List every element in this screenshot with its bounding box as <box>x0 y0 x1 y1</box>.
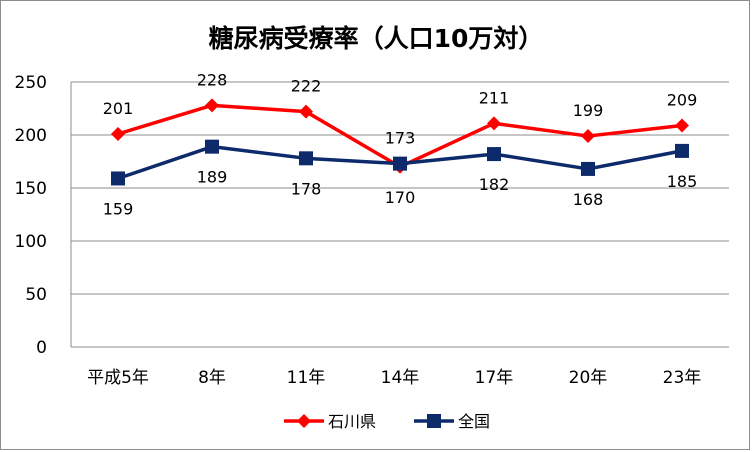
x-tick-label: 8年 <box>198 368 226 388</box>
chart-title: 糖尿病受療率（人口10万対） <box>209 24 544 53</box>
data-label: 182 <box>479 175 510 194</box>
x-tick-label: 23年 <box>663 368 702 388</box>
data-label: 168 <box>573 190 604 209</box>
y-tick-label: 100 <box>15 232 47 252</box>
data-label: 209 <box>667 90 698 109</box>
legend-marker <box>297 414 311 428</box>
legend: 石川県 全国 <box>284 412 490 431</box>
data-point <box>299 104 313 119</box>
data-label: 159 <box>103 199 134 218</box>
series-group <box>111 98 689 186</box>
x-tick-label: 20年 <box>569 368 608 388</box>
data-point <box>487 147 501 162</box>
data-label: 189 <box>197 168 228 187</box>
x-tick-label: 14年 <box>381 368 420 388</box>
y-axis-ticks: 0 50 100 150 200 250 <box>15 73 47 358</box>
data-point <box>205 139 219 154</box>
data-point <box>393 156 407 171</box>
data-point <box>675 143 689 158</box>
data-label: 170 <box>385 188 416 207</box>
data-point <box>675 118 689 133</box>
data-label: 211 <box>479 88 510 107</box>
data-point <box>111 126 125 141</box>
x-tick-label: 11年 <box>287 368 326 388</box>
data-labels: 201 228 222 170 211 199 209 159 189 178 173 182 168 1… <box>103 70 698 218</box>
y-tick-label: 50 <box>25 285 47 305</box>
y-tick-label: 200 <box>15 126 47 146</box>
legend-label: 全国 <box>458 412 490 431</box>
data-point <box>205 98 219 113</box>
y-tick-label: 150 <box>15 179 47 199</box>
x-tick-label: 17年 <box>475 368 514 388</box>
gridlines <box>70 81 729 348</box>
data-label: 185 <box>667 172 698 191</box>
x-tick-label: 平成5年 <box>87 368 149 388</box>
y-tick-label: 250 <box>15 73 47 93</box>
data-point <box>111 171 125 186</box>
data-point <box>299 151 313 166</box>
data-label: 222 <box>291 77 322 96</box>
legend-label: 石川県 <box>328 412 376 431</box>
y-tick-label: 0 <box>36 338 47 358</box>
data-point <box>581 161 595 176</box>
legend-marker <box>427 414 441 428</box>
x-axis-ticks: 平成5年 8年 11年 14年 17年 20年 23年 <box>87 368 701 388</box>
data-label: 178 <box>291 179 322 198</box>
data-label: 201 <box>103 99 134 118</box>
data-point <box>581 129 595 144</box>
data-point <box>487 116 501 131</box>
data-label: 199 <box>573 101 604 120</box>
data-label: 173 <box>385 129 416 148</box>
data-label: 228 <box>197 70 228 89</box>
